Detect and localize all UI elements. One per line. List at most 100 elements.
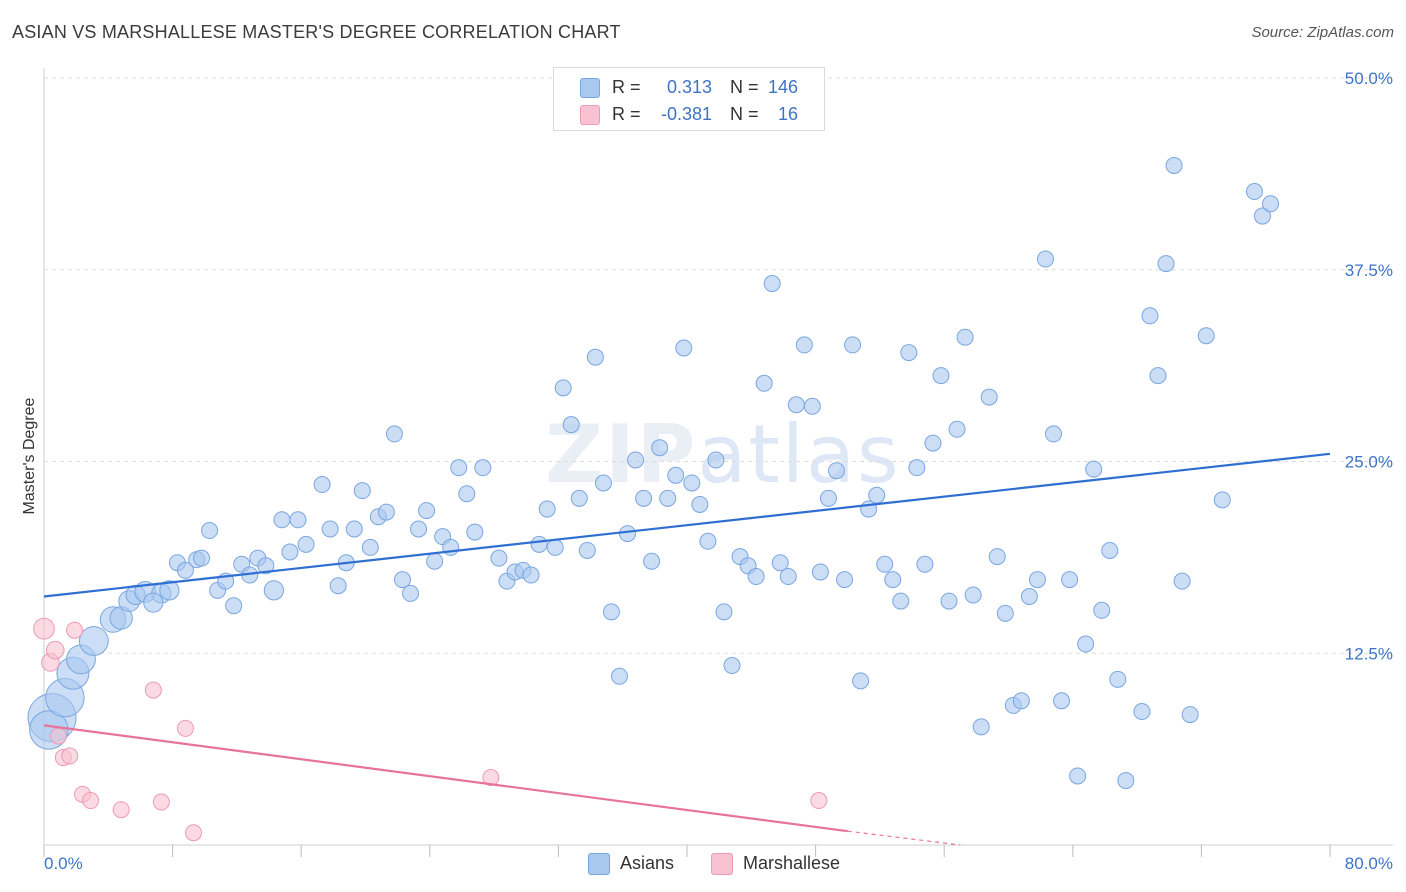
series-label-asians: Asians: [620, 853, 675, 873]
asian-point: [345, 520, 363, 538]
asian-point: [787, 396, 805, 414]
asian-point: [361, 538, 379, 556]
marshallese-point: [49, 727, 67, 745]
asian-point: [715, 603, 733, 621]
asian-point: [281, 543, 299, 561]
asian-point: [176, 561, 194, 579]
asian-point: [779, 568, 797, 586]
asian-point: [932, 367, 950, 385]
marshallese-point: [810, 792, 828, 810]
asian-point: [627, 451, 645, 469]
asian-point: [1262, 195, 1280, 213]
asian-point: [1085, 460, 1103, 478]
source-label: Source: ZipAtlas.com: [1251, 24, 1394, 41]
asian-point: [570, 489, 588, 507]
asian-point: [1141, 307, 1159, 325]
asian-point: [490, 549, 508, 567]
asian-point: [385, 425, 403, 443]
asian-point: [771, 554, 789, 572]
asian-point: [289, 511, 307, 529]
asian-points: [27, 156, 1280, 790]
asian-point: [884, 571, 902, 589]
asian-point: [474, 459, 492, 477]
asian-point: [1061, 571, 1079, 589]
asian-point: [980, 388, 998, 406]
asian-point: [159, 580, 180, 601]
asian-point: [418, 502, 436, 520]
asian-point: [1253, 207, 1271, 225]
marshallese-point: [184, 824, 202, 842]
asian-point: [1012, 692, 1030, 710]
asian-point: [755, 374, 773, 392]
asian-point: [819, 489, 837, 507]
asian-point: [651, 439, 669, 457]
series-legend: Asians Marshallese: [0, 852, 1406, 878]
asian-point: [1053, 692, 1071, 710]
asian-point: [393, 571, 411, 589]
asian-point: [1028, 571, 1046, 589]
asian-point: [803, 397, 821, 415]
marshallese-point: [482, 769, 500, 787]
asian-point: [659, 489, 677, 507]
asian-point: [1109, 670, 1127, 688]
asian-point: [1165, 156, 1183, 174]
legend-r-label: R =: [612, 77, 641, 97]
asian-point: [594, 474, 612, 492]
y-axis-label: Master's Degree: [21, 397, 38, 514]
asian-point: [313, 476, 331, 494]
marshallese-point: [61, 747, 79, 765]
legend-row-asians: R = 0.313 N = 146: [554, 74, 824, 102]
asian-point: [201, 522, 219, 540]
y-tick-label: 37.5%: [1345, 261, 1393, 280]
asian-point: [610, 667, 628, 685]
marshallese-point: [152, 793, 170, 811]
asian-point: [900, 344, 918, 362]
asian-point: [836, 571, 854, 589]
legend-n-label: N =: [730, 104, 759, 124]
asian-point: [1045, 425, 1063, 443]
series-label-marshallese: Marshallese: [743, 853, 841, 873]
asian-point: [578, 541, 596, 559]
asian-point: [410, 520, 428, 538]
watermark: ZIPatlas: [545, 408, 901, 501]
asian-point: [619, 525, 637, 543]
asian-point: [852, 672, 870, 690]
asian-point: [1077, 635, 1095, 653]
legend-r-label: R =: [612, 104, 641, 124]
asian-point: [691, 495, 709, 513]
asian-point: [876, 555, 894, 573]
asian-point: [707, 451, 725, 469]
asian-point: [868, 486, 886, 504]
asian-point: [297, 535, 315, 553]
asian-point: [1101, 541, 1119, 559]
asian-point: [1157, 255, 1175, 273]
asian-point: [892, 592, 910, 610]
asian-point: [1197, 327, 1215, 345]
marshallese-point: [176, 719, 194, 737]
asian-point: [426, 552, 444, 570]
asian-point: [683, 474, 701, 492]
asian-point: [956, 328, 974, 346]
marshallese-point: [82, 792, 100, 810]
asian-point: [602, 603, 620, 621]
asian-point: [948, 420, 966, 438]
asian-point: [699, 532, 717, 550]
asian-point: [972, 718, 990, 736]
y-tick-label: 50.0%: [1345, 69, 1393, 88]
asian-point: [635, 489, 653, 507]
asian-point: [353, 482, 371, 500]
marshallese-point: [144, 681, 162, 699]
asian-point: [795, 336, 813, 354]
asian-point: [530, 535, 548, 553]
marshallese-trend-line: [43, 724, 848, 833]
asian-point: [916, 555, 934, 573]
watermark-thin: atlas: [697, 408, 901, 501]
legend-n-label: N =: [730, 77, 759, 97]
asian-point: [1133, 703, 1151, 721]
x-tick-label: 80.0%: [1345, 854, 1393, 873]
asian-point: [811, 563, 829, 581]
asian-point: [522, 566, 540, 584]
asian-point: [763, 275, 781, 293]
asian-point: [273, 511, 291, 529]
asian-point: [675, 339, 693, 357]
